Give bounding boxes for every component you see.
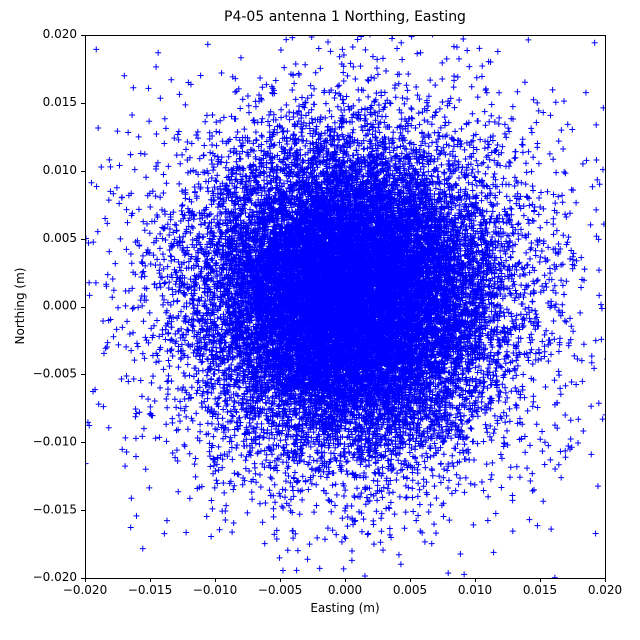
x-axis-label: Easting (m) xyxy=(310,601,380,615)
y-axis-label: Northing (m) xyxy=(13,267,27,345)
plot-title: P4-05 antenna 1 Northing, Easting xyxy=(224,9,466,25)
